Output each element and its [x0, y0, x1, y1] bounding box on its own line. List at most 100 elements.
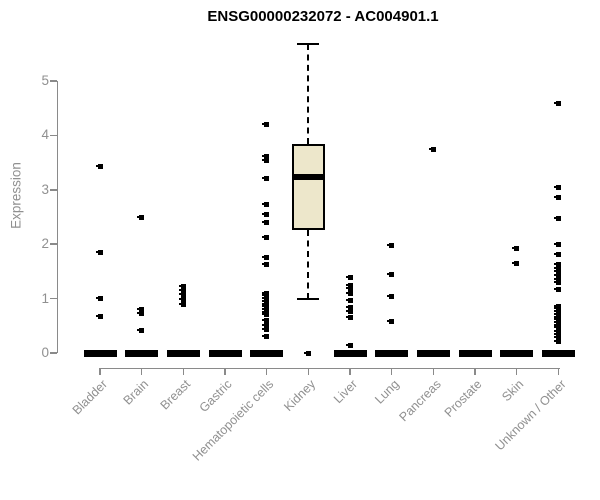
- x-axis-tick: [557, 367, 560, 375]
- x-axis-tick: [390, 367, 393, 375]
- outlier-point: [553, 325, 561, 331]
- x-tick-label: Breast: [157, 377, 194, 413]
- collapsed-box: [208, 349, 242, 357]
- x-axis-tick: [265, 367, 268, 375]
- collapsed-box: [416, 349, 450, 357]
- outlier-point: [262, 261, 270, 267]
- upper-whisker: [307, 44, 310, 145]
- outlier-point: [262, 254, 270, 260]
- outlier-point: [178, 292, 186, 298]
- outlier-point: [137, 327, 145, 333]
- y-axis-tick: [50, 297, 57, 300]
- outlier-point: [262, 211, 270, 217]
- outlier-point: [262, 235, 270, 241]
- x-tick-label: Liver: [330, 377, 360, 407]
- outlier-point: [345, 343, 353, 349]
- outlier-point: [553, 215, 561, 221]
- x-axis-tick: [224, 367, 226, 375]
- outlier-point: [95, 313, 103, 319]
- outlier-point: [95, 250, 103, 256]
- box: [291, 144, 325, 230]
- outlier-point: [553, 303, 561, 309]
- x-axis-tick: [307, 367, 310, 375]
- x-tick-label: Lung: [372, 377, 402, 407]
- outlier-point: [553, 195, 561, 201]
- y-axis: [56, 81, 58, 353]
- x-tick-label: Bladder: [69, 377, 110, 418]
- outlier-point: [553, 286, 561, 292]
- outlier-point: [262, 290, 270, 296]
- outlier-point: [387, 318, 395, 324]
- outlier-point: [553, 311, 561, 317]
- outlier-point: [553, 317, 561, 323]
- outlier-point: [178, 296, 186, 302]
- y-tick-label: 4: [41, 127, 49, 143]
- outlier-point: [553, 261, 561, 267]
- outlier-point: [262, 309, 270, 315]
- y-tick-label: 5: [41, 73, 49, 88]
- x-axis-tick: [474, 367, 476, 375]
- median-line: [291, 173, 325, 180]
- outlier-point: [262, 304, 270, 310]
- x-axis-tick: [99, 367, 101, 375]
- outlier-point: [553, 309, 561, 315]
- y-axis-tick: [50, 189, 57, 191]
- outlier-point: [553, 241, 561, 247]
- outlier-point: [345, 274, 353, 280]
- outlier-point: [262, 333, 270, 339]
- outlier-point: [262, 326, 270, 332]
- outlier-point: [553, 328, 561, 334]
- y-axis-tick: [50, 80, 57, 82]
- collapsed-box: [333, 349, 367, 357]
- outlier-point: [553, 269, 561, 275]
- y-axis-tick: [50, 134, 57, 137]
- x-axis-tick: [432, 367, 435, 375]
- outlier-point: [262, 306, 270, 312]
- outlier-point: [262, 293, 270, 299]
- outlier-point: [262, 298, 270, 304]
- outlier-point: [553, 306, 561, 312]
- outlier-point: [178, 301, 186, 307]
- outlier-point: [428, 146, 436, 152]
- y-tick-label: 1: [41, 290, 49, 306]
- outlier-point: [262, 296, 270, 302]
- outlier-point: [553, 265, 561, 271]
- outlier-point: [553, 101, 561, 107]
- y-tick-label: 3: [41, 181, 49, 197]
- y-tick-label: 2: [41, 236, 49, 252]
- collapsed-box: [500, 349, 534, 357]
- outlier-point: [553, 185, 561, 191]
- x-tick-label: Brain: [121, 377, 152, 408]
- outlier-point: [387, 243, 395, 249]
- y-axis-tick: [50, 352, 57, 354]
- y-tick-label: 0: [41, 345, 49, 360]
- outlier-point: [262, 301, 270, 307]
- outlier-point: [178, 287, 186, 293]
- outlier-point: [303, 350, 311, 356]
- collapsed-box: [458, 349, 492, 357]
- collapsed-box: [375, 349, 409, 357]
- outlier-point: [345, 308, 353, 314]
- outlier-point: [345, 315, 353, 321]
- x-axis-tick: [140, 367, 143, 375]
- y-axis-tick: [50, 243, 57, 245]
- outlier-point: [95, 296, 103, 302]
- outlier-point: [345, 283, 353, 289]
- outlier-point: [262, 176, 270, 182]
- outlier-point: [262, 201, 270, 207]
- x-tick-label: Kidney: [281, 377, 319, 414]
- outlier-point: [262, 153, 270, 159]
- outlier-point: [262, 312, 270, 318]
- outlier-point: [345, 291, 353, 297]
- x-tick-label: Skin: [499, 377, 527, 405]
- upper-whisker-cap: [297, 43, 320, 45]
- collapsed-box: [541, 349, 575, 357]
- outlier-point: [553, 335, 561, 341]
- outlier-point: [137, 311, 145, 317]
- outlier-point: [512, 245, 520, 251]
- x-axis-tick: [182, 367, 185, 375]
- outlier-point: [345, 285, 353, 291]
- outlier-point: [345, 305, 353, 311]
- outlier-point: [553, 273, 561, 279]
